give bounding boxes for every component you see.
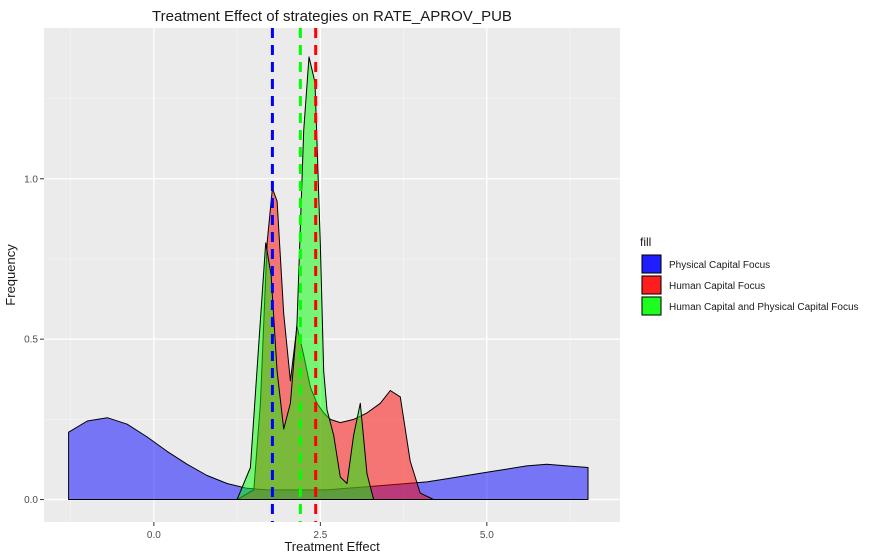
legend-item: Human Capital and Physical Capital Focus <box>641 296 859 316</box>
y-tick-label: 0.0 <box>24 495 38 506</box>
legend-item: Human Capital Focus <box>641 275 765 295</box>
axis-ticks: 0.0 2.5 5.0 0.0 0.5 1.0 <box>24 174 494 541</box>
legend-title: fill <box>640 235 651 249</box>
x-axis-title: Treatment Effect <box>284 539 380 554</box>
chart-title: Treatment Effect of strategies on RATE_A… <box>152 8 512 25</box>
grid-minor <box>44 28 620 522</box>
legend-item: Physical Capital Focus <box>641 254 770 274</box>
legend-label: Human Capital and Physical Capital Focus <box>669 302 859 313</box>
legend-swatch <box>641 296 662 316</box>
density-area-3 <box>236 56 388 500</box>
x-tick-label: 0.0 <box>147 530 161 541</box>
y-tick-label: 1.0 <box>24 174 38 185</box>
legend-label: Physical Capital Focus <box>669 260 770 271</box>
legend: fill Physical Capital Focus Human Capital… <box>640 235 859 316</box>
legend-swatch <box>641 254 662 274</box>
y-tick-label: 0.5 <box>24 335 38 346</box>
legend-swatch <box>641 275 662 295</box>
x-tick-label: 5.0 <box>480 530 494 541</box>
legend-label: Human Capital Focus <box>669 281 765 292</box>
x-tick-label: 2.5 <box>313 530 327 541</box>
y-axis-title: Frequency <box>3 244 18 306</box>
mean-lines <box>270 28 318 522</box>
density-areas <box>68 56 589 500</box>
